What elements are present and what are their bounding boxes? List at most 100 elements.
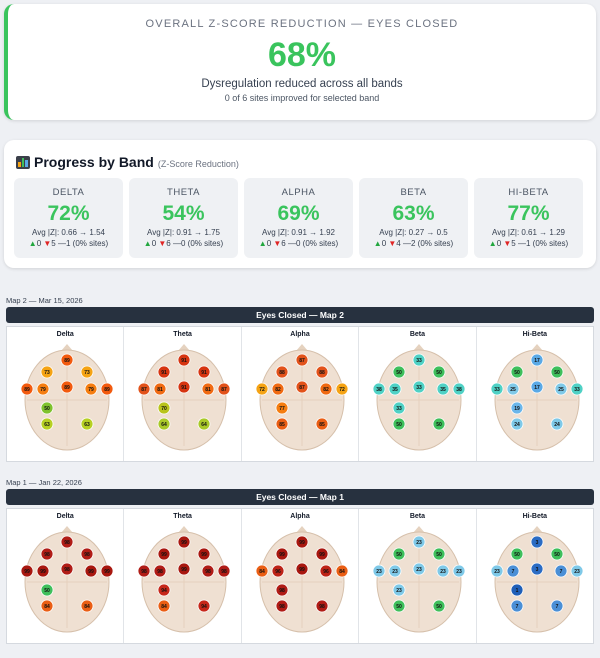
electrode-dot [432,547,446,561]
electrode-value: 81 [206,387,212,393]
electrode-site: 98 [60,535,74,549]
electrode-dot [275,583,289,597]
electrode-dot [271,382,285,396]
electrode-dot [80,417,94,431]
topomap-band-name: Hi-Beta [522,513,548,520]
electrode-value: 50 [44,588,50,594]
electrode-site: 91 [178,353,191,367]
electrode-site: 89 [60,380,74,394]
electrode-dot [452,564,466,578]
electrode-dot [202,382,215,396]
topomap-band-name: Delta [56,513,74,520]
electrode-dot [154,382,167,396]
improved-count: 0 [496,239,502,248]
electrode-dot [570,382,583,396]
electrode-value: 84 [339,569,345,575]
electrode-dot [158,599,171,613]
electrode-value: 99 [319,552,325,558]
electrode-site: 7 [506,564,520,578]
band-box-hi-beta: HI-BETA 77% Avg |Z|: 0.61 → 1.29 ▲0 ▼5 —1 (… [474,178,583,258]
band-site-counts: ▲0 ▼5 —1 (0% sites) [14,239,123,248]
electrode-dot [436,382,450,396]
topomap-band-name: Theta [173,513,192,520]
electrode-value: 79 [40,387,46,393]
nose-shape [530,344,543,351]
unchanged-count: —0 (0% sites) [287,239,339,248]
electrode-dot [158,365,171,379]
electrode-site: 96 [319,564,333,578]
electrode-value: 33 [574,387,580,393]
electrode-site: 98 [154,564,167,578]
electrode-site: 98 [275,599,289,613]
electrode-value: 72 [339,387,345,393]
worsened-count: 4 [396,239,401,248]
electrode-site: 87 [138,382,151,396]
electrode-site: 3 [530,535,544,549]
electrode-site: 35 [388,382,402,396]
worsened-count: 5 [511,239,516,248]
electrode-value: 84 [84,604,90,610]
electrode-value: 85 [279,422,285,428]
electrode-site: 1 [510,583,524,597]
electrode-site: 98 [40,547,54,561]
electrode-site: 25 [554,382,568,396]
electrode-dot [295,562,309,576]
electrode-dot [275,365,289,379]
electrode-site: 73 [80,365,94,379]
electrode-site: 23 [373,564,386,578]
electrode-value: 98 [64,567,70,573]
improved-count: 0 [381,239,387,248]
band-name: HI-BETA [508,187,549,198]
electrode-dot [202,564,215,578]
electrode-dot [271,564,285,578]
electrode-value: 33 [416,358,422,364]
electrode-site: 38 [373,382,386,396]
map-title-bar: Eyes Closed — Map 2 [6,307,594,323]
electrode-dot [275,417,289,431]
electrode-dot [60,535,74,549]
topomap-row: Delta 89 73 73 89 79 89 79 89 50 63 63 Theta 91 91 91 87… [6,326,594,462]
overall-subtitle: Dysregulation reduced across all bands [201,78,403,90]
electrode-dot [510,547,524,561]
electrode-dot [255,564,269,578]
band-box-alpha: ALPHA 69% Avg |Z|: 0.91 → 1.92 ▲0 ▼6 —0 (0%… [244,178,353,258]
electrode-site: 23 [490,564,504,578]
electrode-dot [138,382,151,396]
up-arrow-icon: ▲ [258,239,267,248]
electrode-value: 89 [64,385,70,391]
electrode-dot [436,564,450,578]
electrode-dot [554,564,568,578]
nose-shape [413,526,426,533]
electrode-value: 38 [456,387,462,393]
electrode-site: 89 [21,382,34,396]
electrode-site: 7 [554,564,568,578]
electrode-value: 3 [535,540,538,546]
progress-header: Progress by Band (Z-Score Reduction) [16,154,239,170]
electrode-dot [154,564,167,578]
electrode-value: 91 [202,370,208,376]
electrode-dot [84,564,98,578]
topomap-delta: Delta 98 98 98 99 99 98 99 99 50 84 84 [7,509,125,643]
topomap-alpha: Alpha 87 88 88 72 82 87 82 72 77 85 85 [242,327,360,461]
electrode-value: 19 [514,406,520,412]
electrode-dot [36,564,50,578]
electrode-site: 33 [392,401,406,415]
electrode-dot [490,564,504,578]
electrode-value: 98 [158,569,164,575]
electrode-value: 96 [275,569,281,575]
electrode-site: 81 [202,382,215,396]
electrode-dot [40,547,54,561]
electrode-value: 85 [319,422,325,428]
electrode-value: 99 [299,567,305,573]
electrode-site: 23 [452,564,466,578]
electrode-site: 50 [432,365,446,379]
electrode-value: 89 [24,387,30,393]
electrode-value: 87 [299,358,305,364]
electrode-dot [412,353,426,367]
electrode-dot [40,401,54,415]
band-name: BETA [400,187,427,198]
electrode-value: 99 [202,552,208,558]
electrode-value: 91 [162,370,168,376]
electrode-dot [432,417,446,431]
electrode-value: 23 [392,569,398,575]
